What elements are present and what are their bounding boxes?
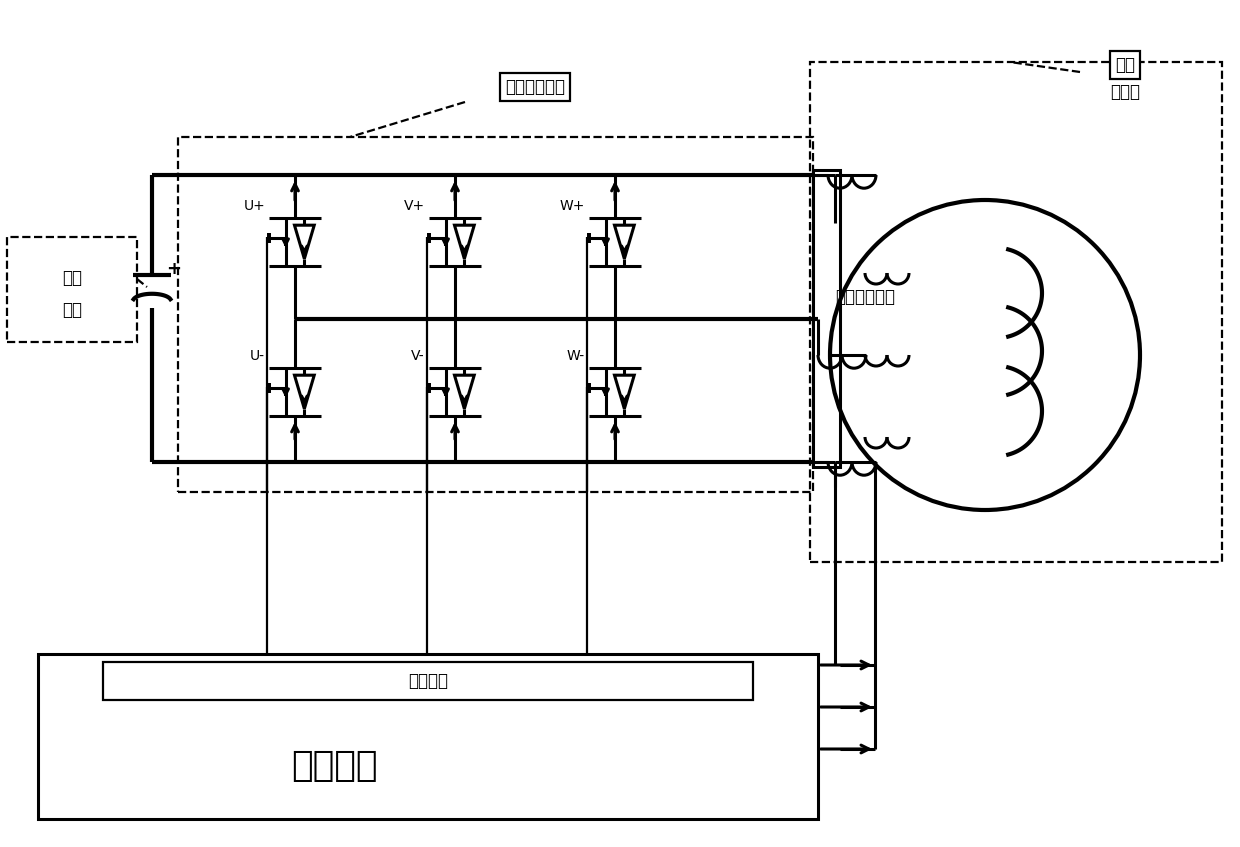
Text: W+: W+ [559,199,585,213]
Text: 控制芯片: 控制芯片 [291,750,378,783]
Polygon shape [615,225,634,259]
Text: V+: V+ [404,199,425,213]
Bar [810,62,1221,562]
Text: 驱动信号: 驱动信号 [408,672,448,690]
Text: 电解: 电解 [62,268,82,286]
Polygon shape [455,225,474,259]
Text: +: + [166,260,181,278]
Text: 智能功率模块: 智能功率模块 [505,78,565,96]
Text: 变频: 变频 [1115,56,1135,74]
Text: U-: U- [250,349,265,363]
Text: 电容: 电容 [62,301,82,318]
Text: 三相电流检测: 三相电流检测 [835,288,895,306]
Bar [38,654,818,819]
Polygon shape [455,375,474,409]
Text: U+: U+ [243,199,265,213]
Bar [813,170,839,467]
Bar [103,662,753,700]
Text: 压缩机: 压缩机 [1110,83,1140,101]
Bar [179,137,813,492]
Bar [7,237,136,342]
Polygon shape [294,225,314,259]
Text: W-: W- [567,349,585,363]
Text: V-: V- [412,349,425,363]
Polygon shape [615,375,634,409]
Polygon shape [294,375,314,409]
